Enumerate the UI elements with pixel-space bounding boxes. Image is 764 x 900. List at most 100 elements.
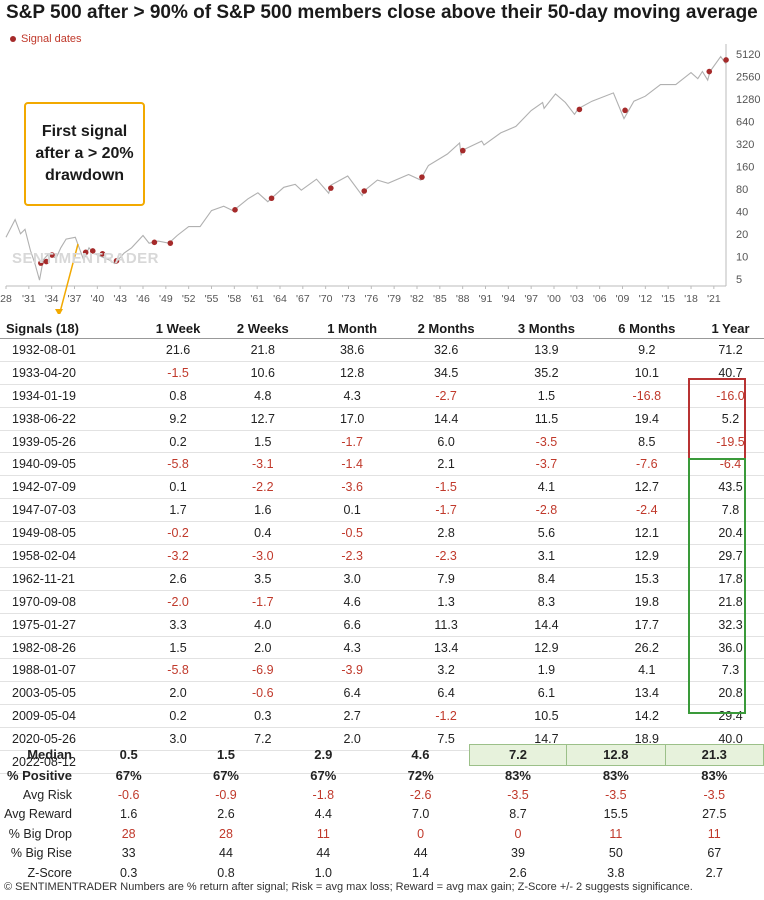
return-cell: 3.5	[217, 567, 309, 591]
signal-date: 1949-08-05	[0, 521, 139, 546]
table-row: 1932-08-01 21.6 21.8 38.6 32.6 13.9 9.2 71.2	[0, 338, 764, 362]
stats-row: Z-Score 0.3 0.8 1.0 1.4 2.6 3.8 2.7	[0, 863, 764, 883]
return-cell: 9.2	[138, 407, 218, 431]
table-row: 1958-02-04 -3.2 -3.0 -2.3 -2.3 3.1 12.9 29.7	[0, 544, 764, 568]
stats-value: 2.6	[217, 807, 235, 822]
return-cell: 4.3	[308, 636, 396, 660]
stats-value: 67%	[310, 767, 337, 783]
signal-point	[89, 248, 96, 254]
x-tick-label: '12	[638, 293, 652, 305]
stats-label: % Big Rise	[10, 846, 72, 861]
signal-point	[460, 147, 466, 154]
x-tick-label: '88	[456, 293, 470, 305]
stats-value: 11	[609, 826, 623, 841]
signals-table: Signals (18) 1 Week 2 Weeks 1 Month 2 Months…	[0, 318, 764, 774]
return-cell: 12.1	[596, 521, 697, 546]
return-cell: 2.0	[217, 636, 309, 660]
return-cell: 7.8	[696, 498, 764, 523]
y-tick-label: 640	[736, 117, 754, 129]
return-cell: -3.6	[308, 475, 396, 500]
return-cell: 2.6	[138, 567, 218, 591]
signal-date: 1940-09-05	[0, 452, 139, 477]
x-tick-label: '03	[570, 293, 584, 305]
return-cell: -5.8	[138, 658, 218, 683]
return-cell: -1.4	[308, 452, 396, 477]
x-tick-label: '79	[387, 293, 401, 305]
stats-label: % Big Drop	[8, 826, 72, 841]
x-tick-label: '09	[616, 293, 630, 305]
stats-value: 2.9	[314, 747, 333, 763]
return-cell: 17.0	[308, 407, 396, 431]
stats-value: 33	[121, 846, 136, 861]
return-cell	[138, 750, 218, 774]
stats-value: 1.6	[119, 807, 138, 822]
signal-point	[706, 68, 713, 75]
x-tick-label: '61	[250, 293, 264, 305]
stats-table: Median 0.5 1.5 2.9 4.6 7.2 12.8 21.3 % Positive 6…	[0, 744, 764, 883]
return-cell: 1.7	[138, 498, 218, 523]
signal-point	[99, 251, 106, 257]
table-row: 1933-04-20 -1.5 10.6 12.8 34.5 35.2 10.1 40.7	[0, 361, 764, 385]
stats-value: 83%	[504, 767, 531, 783]
signal-point	[723, 57, 729, 63]
return-cell: -6.9	[217, 658, 309, 683]
x-tick-label: '94	[501, 293, 515, 305]
return-cell: 17.7	[596, 613, 697, 637]
stats-value: 4.4	[314, 807, 333, 822]
stats-value: 83%	[602, 767, 629, 783]
y-tick-label: 2560	[736, 72, 760, 84]
signal-point	[232, 206, 238, 213]
return-cell: 1.5	[496, 384, 597, 408]
return-cell: 20.4	[696, 521, 764, 546]
return-cell: -1.7	[308, 430, 396, 454]
x-tick-label: '06	[593, 293, 607, 305]
column-header: 3 Months	[496, 318, 597, 339]
return-cell: 0.3	[217, 704, 309, 729]
stats-row: Avg Risk -0.6 -0.9 -1.8 -2.6 -3.5 -3.5 -3.5	[0, 785, 764, 805]
stats-label: Median	[27, 747, 72, 763]
x-tick-label: '70	[319, 293, 333, 305]
return-cell: 7.3	[696, 658, 764, 683]
return-cell: 21.6	[138, 338, 218, 362]
x-tick-label: '15	[661, 293, 675, 305]
x-tick-label: '40	[90, 293, 104, 305]
x-tick-label: '18	[684, 293, 698, 305]
table-row: 1949-08-05 -0.2 0.4 -0.5 2.8 5.6 12.1 20.4	[0, 521, 764, 546]
signal-point	[43, 258, 50, 265]
signal-date: 1962-11-21	[0, 567, 139, 591]
return-cell: 3.0	[308, 567, 396, 591]
stats-value: 44	[316, 846, 331, 861]
return-cell: 2.7	[308, 704, 396, 729]
callout-text: First signal after a > 20% drawdown	[35, 123, 134, 184]
return-cell: -3.1	[217, 452, 309, 477]
return-cell: -1.2	[395, 704, 497, 729]
callout-arrow-head	[55, 309, 63, 314]
x-tick-label: '31	[22, 293, 36, 305]
return-cell: 12.9	[496, 636, 597, 660]
return-cell: 14.4	[395, 407, 497, 431]
signal-date: 1970-09-08	[0, 590, 139, 614]
return-cell: 10.6	[217, 361, 309, 385]
y-tick-label: 160	[736, 161, 754, 173]
return-cell: 32.6	[395, 338, 497, 362]
column-header: 1 Week	[138, 318, 218, 339]
stats-value: 28	[121, 826, 136, 841]
x-tick-label: '67	[296, 293, 310, 305]
x-tick-label: '85	[433, 293, 447, 305]
return-cell: 8.4	[496, 567, 597, 591]
return-cell: 1.5	[138, 636, 218, 660]
stats-value: 72%	[407, 767, 434, 783]
return-cell: -2.8	[496, 498, 597, 523]
return-cell: 12.9	[596, 544, 697, 568]
return-cell: 26.2	[596, 636, 697, 660]
stats-value: 0.3	[119, 865, 138, 880]
stats-value: -0.6	[117, 787, 140, 802]
sp500-line	[5, 55, 727, 281]
stats-value: 0	[417, 826, 425, 841]
y-tick-label: 40	[736, 206, 748, 218]
stats-row: Avg Reward 1.6 2.6 4.4 7.0 8.7 15.5 27.5	[0, 805, 764, 825]
stats-value: 28	[219, 826, 233, 841]
return-cell: 1.5	[217, 430, 309, 454]
stats-value: 7.2	[468, 744, 568, 766]
stats-value: 21.3	[664, 744, 764, 766]
